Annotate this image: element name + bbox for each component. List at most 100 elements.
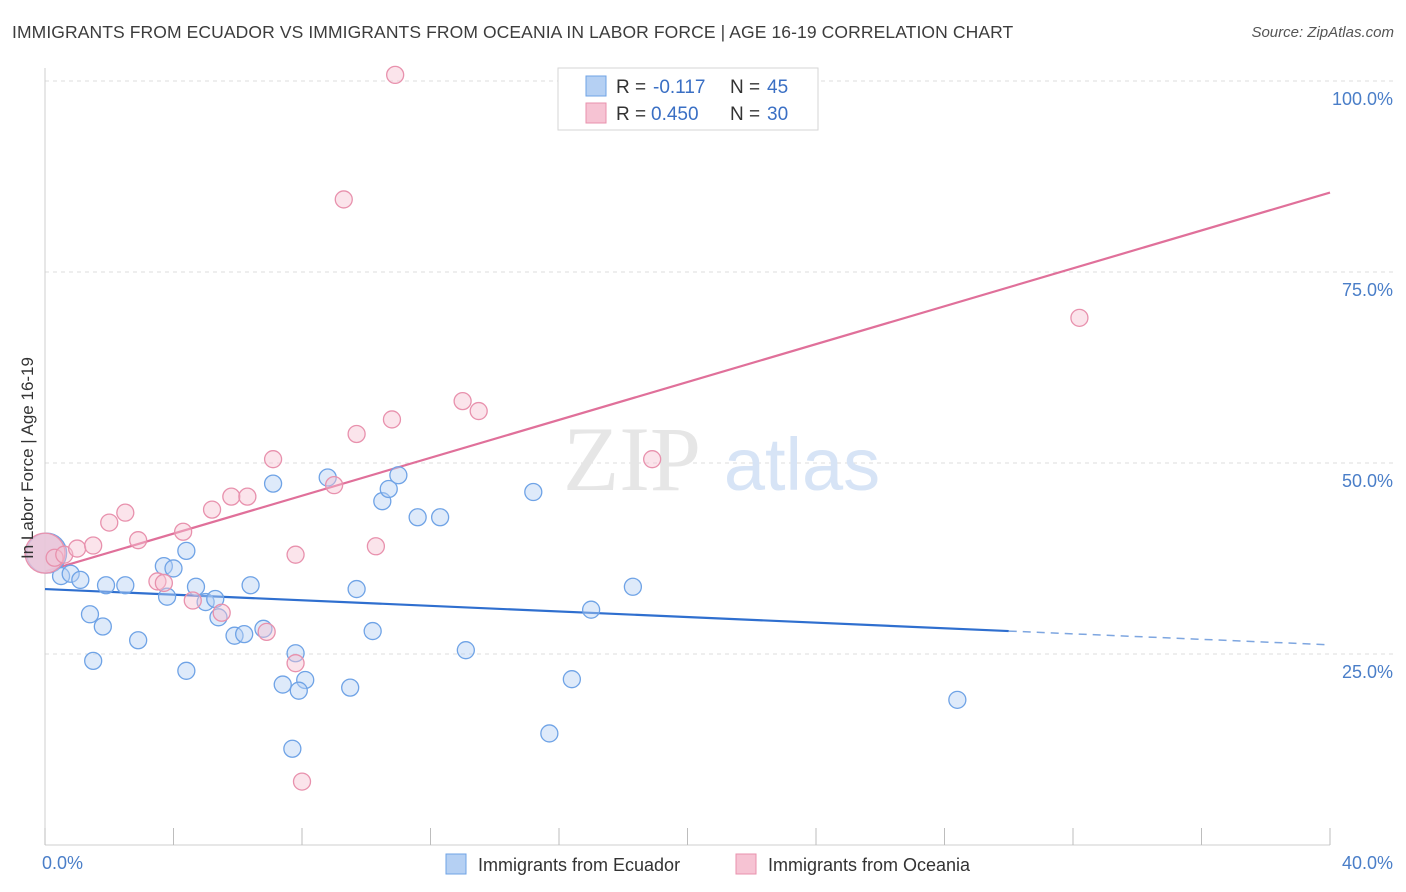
point-oceania-21: [324, 476, 344, 495]
point-ecuador-7: [93, 617, 112, 636]
point-ecuador-30: [363, 621, 382, 641]
point-oceania-19: [286, 654, 305, 673]
point-ecuador-13: [177, 541, 196, 561]
point-ecuador-4: [80, 605, 100, 624]
x-tick-label-min: 0.0%: [42, 853, 83, 873]
point-oceania-14: [222, 487, 241, 506]
bottom-legend-swatch-oceania: [735, 853, 757, 875]
point-ecuador-20: [241, 576, 260, 595]
point-oceania-20: [292, 772, 312, 791]
trend-line-ecuador: [44, 587, 1009, 633]
point-ecuador-36: [430, 508, 450, 527]
point-ecuador-22: [177, 661, 196, 680]
point-oceania-28: [469, 401, 488, 421]
point-oceania-6: [116, 503, 135, 522]
bottom-legend: Immigrants from Ecuador Immigrants from …: [445, 853, 971, 875]
point-ecuador-33: [379, 479, 398, 499]
y-tick-label-3: 100.0%: [1332, 89, 1393, 109]
legend-swatch-oceania: [585, 102, 607, 124]
point-ecuador-35: [408, 508, 427, 527]
point-oceania-0: [24, 532, 66, 574]
data-points: [24, 65, 1089, 791]
point-oceania-9: [154, 573, 174, 593]
point-oceania-7: [129, 531, 148, 550]
watermark-zip: ZIP: [563, 408, 701, 510]
chart-title: IMMIGRANTS FROM ECUADOR VS IMMIGRANTS FR…: [12, 22, 1014, 42]
point-ecuador-23: [263, 474, 283, 493]
point-ecuador-43: [948, 690, 967, 709]
bottom-legend-label-oceania: Immigrants from Oceania: [768, 855, 971, 875]
point-oceania-16: [257, 622, 276, 641]
y-tick-label-2: 75.0%: [1342, 280, 1393, 300]
watermark: ZIP atlas: [563, 408, 880, 510]
source-label: Source: ZipAtlas.com: [1251, 24, 1394, 41]
y-axis-label: In Labor Force | Age 16-19: [18, 357, 37, 559]
y-tick-label-0: 25.0%: [1342, 662, 1393, 682]
point-oceania-30: [1070, 308, 1089, 327]
point-ecuador-9: [84, 651, 103, 671]
bottom-legend-swatch-ecuador: [445, 853, 467, 875]
point-oceania-8: [148, 572, 167, 591]
point-ecuador-6: [116, 576, 135, 595]
trend-line-ecuador-extension: [1008, 630, 1331, 646]
legend-n-value-2: 30: [767, 104, 788, 125]
point-oceania-17: [263, 450, 283, 469]
point-ecuador-3: [71, 570, 90, 590]
point-ecuador-24: [273, 675, 292, 694]
legend-r-value-1: -0.117: [653, 77, 705, 98]
point-oceania-29: [643, 450, 662, 469]
tick-labels: 25.0% 50.0% 75.0% 100.0% 0.0% 40.0%: [42, 89, 1393, 873]
point-oceania-12: [202, 500, 222, 519]
point-ecuador-38: [524, 482, 543, 502]
legend-r-label-2: R =: [616, 104, 646, 125]
bottom-legend-label-ecuador: Immigrants from Ecuador: [478, 855, 680, 875]
legend-r-value-2: 0.450: [651, 104, 699, 125]
legend-swatch-ecuador: [585, 75, 607, 97]
point-oceania-25: [334, 190, 353, 209]
point-oceania-10: [173, 522, 193, 541]
x-tick-label-max: 40.0%: [1342, 853, 1393, 873]
point-ecuador-29: [347, 579, 366, 599]
point-ecuador-19: [235, 624, 254, 644]
point-ecuador-27: [289, 681, 308, 700]
point-oceania-13: [212, 603, 231, 622]
point-ecuador-12: [157, 587, 177, 606]
point-ecuador-2: [61, 564, 80, 583]
legend-n-value-1: 45: [767, 77, 788, 98]
point-ecuador-34: [389, 466, 408, 485]
gridlines: [45, 80, 1395, 655]
point-oceania-24: [382, 410, 402, 429]
point-oceania-11: [183, 591, 202, 610]
point-oceania-5: [100, 513, 119, 532]
point-ecuador-31: [341, 678, 360, 697]
watermark-atlas: atlas: [724, 423, 880, 506]
point-ecuador-21: [254, 619, 273, 638]
point-ecuador-26: [296, 670, 315, 690]
trend-lines: [44, 191, 1331, 646]
point-oceania-26: [386, 65, 405, 85]
point-ecuador-11: [164, 559, 183, 578]
point-oceania-27: [453, 391, 472, 411]
point-ecuador-37: [456, 641, 475, 660]
legend-n-label-2: N =: [730, 104, 760, 125]
axes: [44, 68, 1331, 846]
point-ecuador-42: [623, 577, 643, 596]
point-ecuador-44: [283, 739, 302, 758]
top-legend: R = -0.117 N = 45 R = 0.450 N = 30: [557, 67, 819, 131]
point-ecuador-5: [96, 576, 116, 595]
point-oceania-3: [67, 539, 87, 558]
point-oceania-4: [84, 536, 103, 555]
point-oceania-23: [366, 537, 386, 556]
point-ecuador-8: [129, 631, 148, 650]
point-ecuador-39: [540, 724, 559, 743]
point-ecuador-41: [581, 600, 601, 619]
trend-line-oceania: [44, 191, 1331, 573]
point-ecuador-40: [562, 670, 581, 689]
y-tick-label-1: 50.0%: [1342, 471, 1393, 491]
point-oceania-15: [238, 487, 257, 506]
point-ecuador-14: [186, 577, 206, 596]
point-oceania-18: [286, 545, 305, 564]
point-ecuador-25: [286, 644, 305, 663]
legend-r-label-1: R =: [616, 77, 646, 98]
